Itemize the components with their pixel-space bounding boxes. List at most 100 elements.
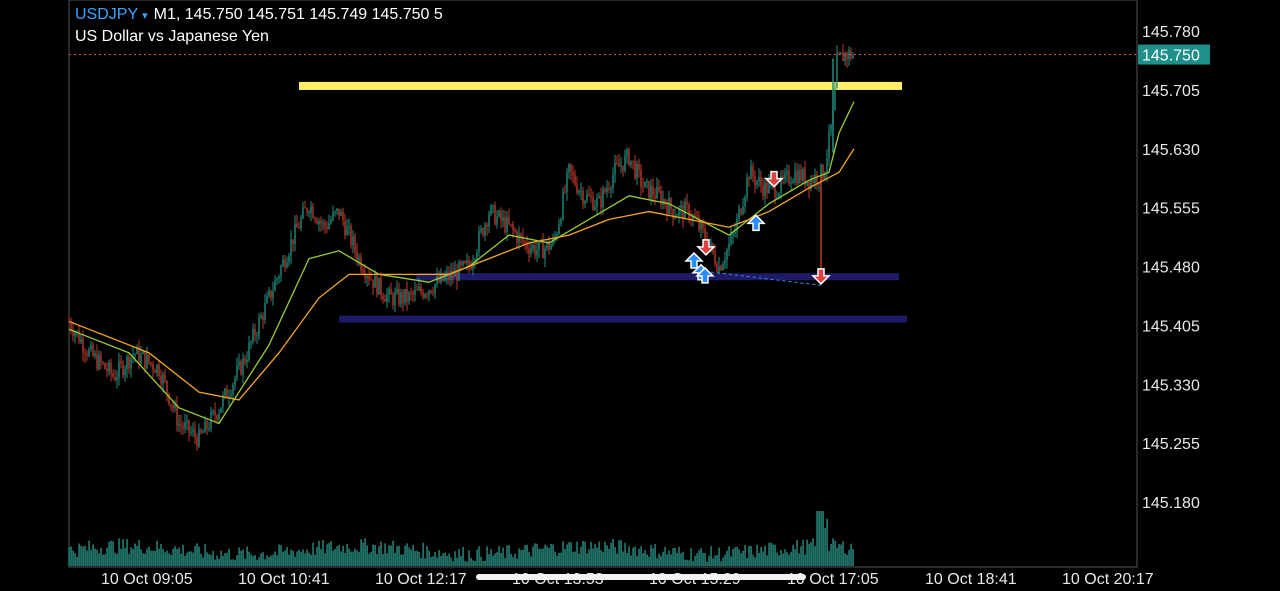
volume-bar — [392, 540, 394, 566]
volume-bar — [540, 548, 542, 566]
candle-body — [342, 211, 344, 222]
volume-bar — [620, 540, 622, 566]
volume-bar — [782, 553, 784, 566]
volume-bar — [376, 553, 378, 566]
volume-bar — [750, 545, 752, 566]
candle-body — [136, 346, 138, 355]
volume-bar — [550, 543, 552, 566]
symbol-name[interactable]: USDJPY — [75, 6, 139, 23]
candle-body — [594, 206, 596, 210]
volume-bar — [424, 558, 426, 566]
volume-bar — [776, 552, 778, 566]
volume-bar — [188, 551, 190, 566]
volume-bar — [590, 541, 592, 566]
sell-arrow-icon[interactable] — [696, 239, 716, 256]
volume-bar — [334, 548, 336, 566]
volume-bar — [448, 553, 450, 566]
candle-body — [676, 215, 678, 217]
volume-bar — [610, 542, 612, 566]
chevron-down-icon[interactable]: ▾ — [142, 10, 148, 22]
candle-body — [484, 224, 486, 236]
volume-bar — [134, 543, 136, 566]
home-indicator[interactable] — [476, 574, 806, 580]
volume-bar — [102, 554, 104, 566]
candle-body — [698, 218, 700, 230]
volume-bar — [636, 555, 638, 566]
volume-bar — [82, 546, 84, 566]
candle-body — [262, 315, 264, 321]
candle-body — [248, 342, 250, 360]
candle-body — [608, 188, 610, 190]
candle-body — [434, 284, 436, 294]
volume-bar — [568, 542, 570, 566]
time-axis[interactable]: 10 Oct 09:05 10 Oct 10:41 10 Oct 12:17 10 O… — [101, 571, 1154, 588]
time-tick-label: 10 Oct 18:41 — [925, 571, 1017, 588]
candle-body — [364, 272, 366, 278]
price-axis[interactable]: 145.780 145.705 145.630 145.555 145.480 145.4… — [1142, 24, 1200, 512]
candle-body — [778, 193, 780, 198]
candle-body — [624, 155, 626, 172]
volume-bar — [758, 552, 760, 566]
volume-bar — [766, 555, 768, 566]
yellow-price-zone[interactable] — [299, 81, 902, 90]
volume-bar — [192, 552, 194, 566]
candle-body — [406, 289, 408, 302]
volume-bar — [534, 543, 536, 566]
sell-arrow-icon[interactable] — [811, 268, 831, 285]
trade-signals[interactable] — [684, 170, 831, 285]
buy-arrow-icon[interactable] — [684, 251, 704, 269]
candle-body — [170, 404, 172, 406]
volume-bar — [738, 549, 740, 566]
volume-bar — [346, 543, 348, 566]
candle-body — [686, 202, 688, 205]
candle-body — [730, 234, 732, 244]
volume-bar — [266, 555, 268, 566]
candle-body — [672, 209, 674, 219]
volume-bar — [316, 547, 318, 566]
symbol-header[interactable]: USDJPY ▾ M1, 145.750 145.751 145.749 145.7… — [75, 6, 443, 24]
candle-body — [828, 131, 830, 158]
volume-bar — [460, 556, 462, 566]
candle-body — [80, 339, 82, 343]
candle-body — [492, 205, 494, 207]
volume-bar — [228, 548, 230, 566]
volume-bar — [184, 555, 186, 566]
candle-body — [110, 362, 112, 374]
candle-body — [268, 290, 270, 296]
candle-body — [202, 432, 204, 434]
volume-bar — [506, 545, 508, 566]
candle-body — [548, 241, 550, 250]
buy-arrow-icon[interactable] — [746, 214, 766, 232]
candle-body — [386, 294, 388, 302]
candle-body — [218, 412, 220, 420]
buy-arrow-icon[interactable] — [695, 266, 715, 284]
volume-bar — [744, 545, 746, 566]
candle-body — [776, 197, 778, 199]
volume-bar — [804, 554, 806, 566]
volume-bar — [176, 549, 178, 566]
volume-bar — [580, 546, 582, 566]
volume-bar — [284, 550, 286, 566]
volume-bar — [342, 545, 344, 566]
candle-body — [664, 199, 666, 205]
candle-body — [480, 228, 482, 232]
candle-body — [176, 404, 178, 426]
volume-bar — [626, 553, 628, 566]
volume-bar — [524, 545, 526, 566]
volume-bar — [514, 553, 516, 566]
volume-bar — [136, 546, 138, 566]
candle-body — [362, 269, 364, 273]
sell-arrow-icon[interactable] — [764, 170, 784, 188]
volume-bar — [670, 554, 672, 566]
volume-bar — [566, 544, 568, 566]
volume-bar — [348, 548, 350, 566]
volume-bar — [806, 539, 808, 566]
candle-body — [318, 221, 320, 224]
blue-price-zone[interactable] — [416, 273, 899, 281]
volume-bar — [512, 557, 514, 566]
volume-bar — [110, 540, 112, 566]
candle-body — [636, 163, 638, 179]
volume-bar — [420, 558, 422, 566]
blue-price-zone[interactable] — [339, 315, 907, 323]
